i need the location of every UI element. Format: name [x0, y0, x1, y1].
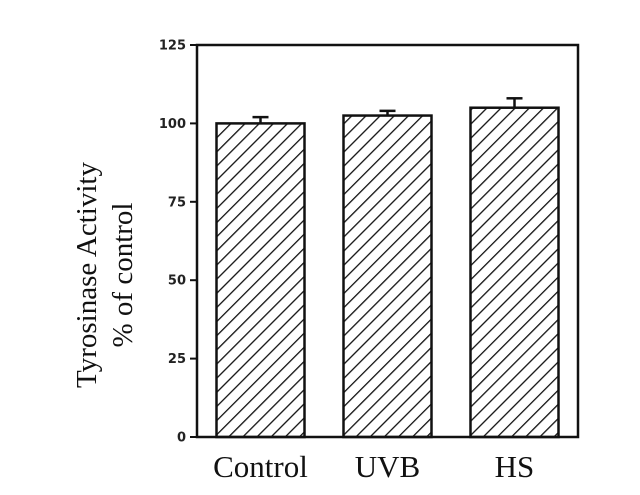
bar-hs [469, 106, 560, 439]
bar-control [215, 122, 306, 439]
y-tick-label: 0 [177, 431, 186, 446]
y-axis-title-line1: Tyrosinase Activity [71, 162, 103, 388]
bars-group [215, 106, 560, 439]
bar-uvb [342, 114, 433, 439]
y-ticks-group: 0 25 50 75 100 125 [159, 39, 197, 446]
y-tick-label: 100 [159, 117, 186, 132]
x-labels-group: Control UVB HS [213, 449, 534, 484]
y-tick-label: 25 [168, 352, 186, 367]
y-tick-label: 125 [159, 39, 186, 54]
y-tick-label: 50 [168, 274, 186, 289]
x-category-label: UVB [355, 449, 420, 484]
x-category-label: HS [495, 449, 535, 484]
plot-frame [195, 43, 580, 439]
y-axis-title-line2: % of control [107, 203, 139, 348]
x-category-label: Control [213, 449, 308, 484]
y-tick-label: 75 [168, 195, 186, 210]
error-bars-group [252, 97, 523, 124]
